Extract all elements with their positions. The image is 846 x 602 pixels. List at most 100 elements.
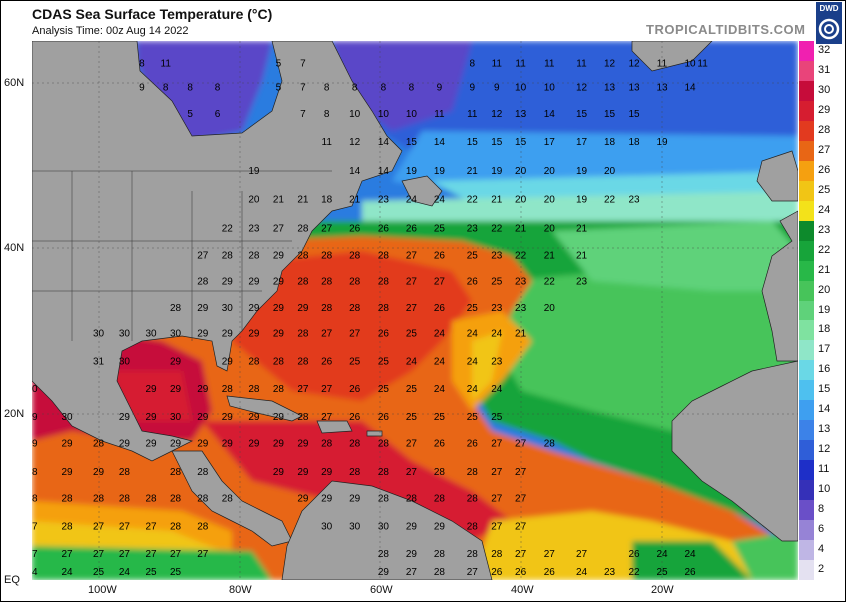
sst-value-label: 26 [434, 303, 446, 314]
sst-value-label: 29 [378, 567, 390, 578]
sst-value-label: 23 [378, 194, 390, 205]
sst-value-label: 29 [145, 412, 157, 423]
sst-value-label: 8 [381, 83, 387, 94]
sst-value-label: 28 [349, 467, 361, 478]
sst-value-label: 20 [544, 194, 556, 205]
sst-value-label: 29 [297, 493, 309, 504]
colorbar-segment [799, 480, 814, 501]
sst-value-label: 8 [163, 83, 169, 94]
sst-value-label: 15 [467, 137, 479, 148]
sst-value-label: 28 [406, 493, 418, 504]
map-title: CDAS Sea Surface Temperature (°C) [32, 6, 273, 22]
sst-value-label: 23 [491, 251, 503, 262]
colorbar-label: 4 [818, 543, 825, 556]
sst-value-label: 22 [544, 276, 556, 287]
sst-value-label: 29 [248, 276, 260, 287]
colorbar-label: 22 [818, 243, 831, 256]
sst-value-label: 29 [197, 439, 209, 450]
sst-value-label: 20 [248, 194, 260, 205]
colorbar-label: 16 [818, 363, 831, 376]
sst-value-label: 27 [321, 223, 333, 234]
sst-value-label: 30 [170, 412, 182, 423]
colorbar-label: 29 [818, 103, 831, 116]
sst-value-label: 28 [467, 493, 479, 504]
sst-value-label: 28 [197, 493, 209, 504]
sst-value-label: 26 [515, 567, 527, 578]
sst-value-label: 27 [406, 251, 418, 262]
colorbar-segment [799, 540, 814, 561]
sst-value-label: 27 [93, 522, 105, 533]
sst-value-label: 26 [491, 567, 503, 578]
sst-value-label: 29 [61, 467, 73, 478]
sst-value-label: 10 [544, 83, 556, 94]
sst-value-label: 28 [349, 439, 361, 450]
sst-value-label: 28 [544, 439, 556, 450]
sst-value-label: 29 [297, 303, 309, 314]
sst-value-label: 29 [197, 303, 209, 314]
sst-value-label: 29 [273, 276, 285, 287]
sst-value-label: 11 [467, 109, 478, 120]
sst-value-label: 9 [139, 83, 145, 94]
colorbar-label: 25 [818, 183, 831, 196]
sst-value-label: 27 [145, 549, 157, 560]
colorbar-segment [799, 500, 814, 521]
sst-value-label: 29 [197, 384, 209, 395]
colorbar-segment [799, 360, 814, 381]
sst-value-label: 29 [297, 467, 309, 478]
sst-value-label: 11 [697, 58, 708, 69]
sst-value-label: 27 [406, 467, 418, 478]
sst-value-label: 10 [406, 109, 418, 120]
sst-value-label: 23 [467, 223, 479, 234]
sst-value-label: 18 [321, 194, 333, 205]
colorbar-segment [799, 100, 814, 122]
sst-value-label: 8 [470, 58, 476, 69]
sst-value-label: 22 [467, 194, 479, 205]
sst-value-label: 27 [576, 549, 588, 560]
sst-value-label: 28 [434, 549, 446, 560]
sst-value-label: 13 [656, 83, 668, 94]
sst-value-label: 24 [434, 384, 446, 395]
sst-value-label: 28 [273, 357, 285, 368]
sst-value-label: 27 [32, 549, 38, 560]
sst-value-label: 27 [321, 384, 333, 395]
colorbar-label: 11 [818, 463, 830, 476]
sst-value-label: 25 [434, 223, 446, 234]
sst-value-label: 5 [187, 109, 193, 120]
sst-value-label: 24 [61, 567, 73, 578]
sst-value-label: 28 [248, 251, 260, 262]
sst-value-label: 14 [434, 137, 446, 148]
colorbar-label: 17 [818, 343, 831, 356]
sst-value-label: 28 [170, 303, 182, 314]
sst-value-label: 29 [248, 303, 260, 314]
sst-value-label: 26 [349, 223, 361, 234]
sst-value-label: 27 [515, 467, 527, 478]
sst-value-label: 27 [145, 522, 157, 533]
sst-value-label: 29 [170, 384, 182, 395]
sst-value-label: 27 [32, 522, 38, 533]
sst-value-label: 28 [197, 467, 209, 478]
sst-value-label: 24 [434, 329, 446, 340]
sst-value-label: 27 [349, 329, 361, 340]
sst-value-label: 24 [32, 567, 38, 578]
sst-value-label: 20 [544, 166, 556, 177]
sst-value-label: 28 [222, 384, 234, 395]
lat-label-40n: 40N [4, 242, 25, 254]
colorbar-label: 18 [818, 323, 831, 336]
sst-value-label: 24 [491, 329, 503, 340]
sst-value-label: 27 [491, 439, 503, 450]
colorbar-segment [799, 280, 814, 301]
sst-value-label: 27 [434, 276, 446, 287]
sst-value-label: 27 [197, 251, 209, 262]
sst-value-label: 17 [576, 137, 588, 148]
sst-value-label: 11 [544, 58, 555, 69]
sst-value-label: 28 [170, 522, 182, 533]
sst-value-label: 25 [491, 276, 503, 287]
sst-value-label: 10 [684, 58, 696, 69]
sst-value-label: 30 [93, 329, 105, 340]
sst-value-label: 14 [544, 109, 556, 120]
sst-value-label: 15 [628, 109, 640, 120]
sst-value-label: 25 [406, 329, 418, 340]
sst-value-label: 21 [297, 194, 309, 205]
sst-value-label: 28 [434, 493, 446, 504]
sst-value-label: 5 [276, 58, 282, 69]
